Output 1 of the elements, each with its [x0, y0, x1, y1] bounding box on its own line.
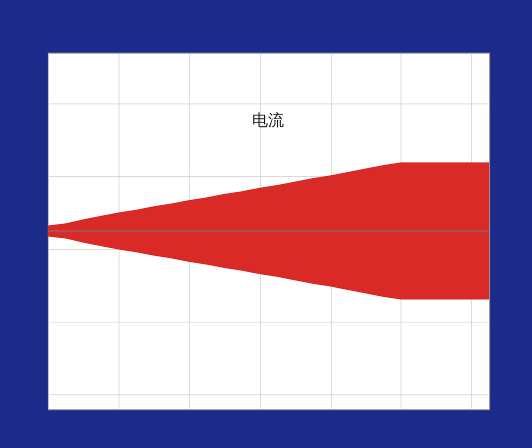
- text: 电流: [252, 110, 284, 130]
